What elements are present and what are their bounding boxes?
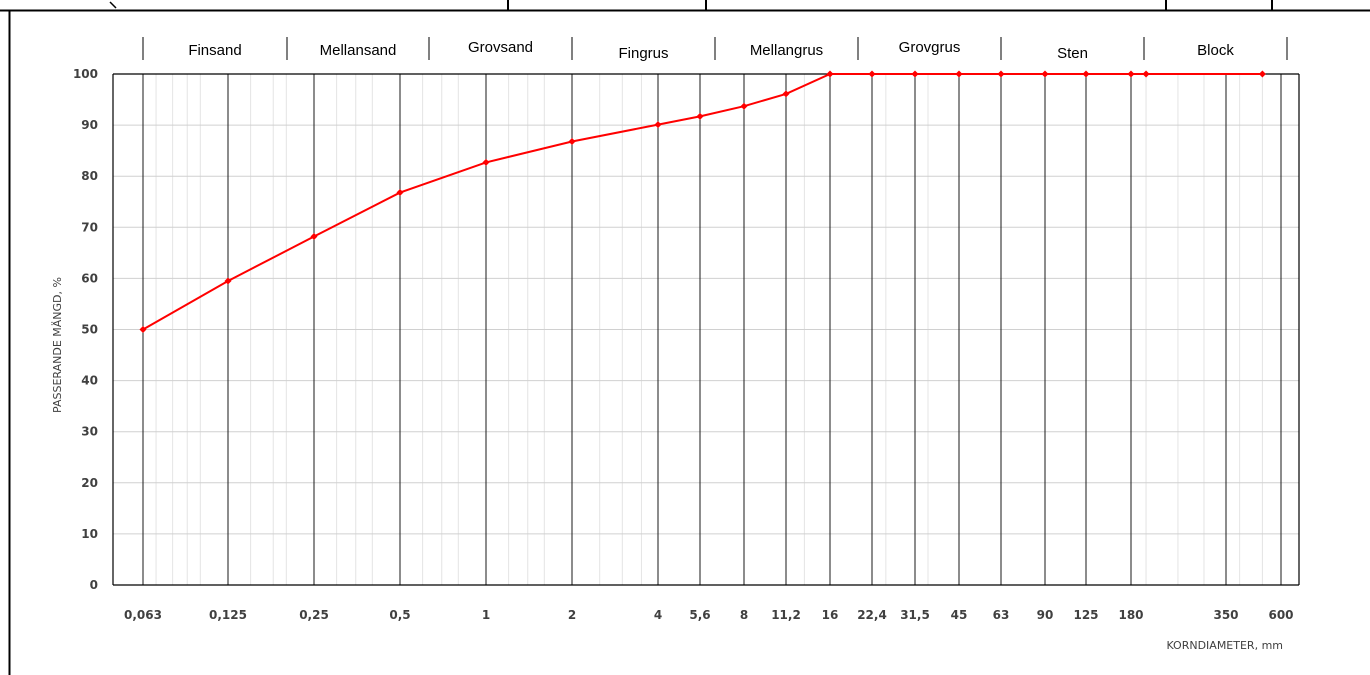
fraction-band-separators [142,37,1288,60]
y-tick-label: 0 [90,578,98,592]
y-tick-label: 80 [81,169,98,183]
x-tick-label: 0,063 [124,608,162,622]
data-point [1142,70,1150,78]
data-point [1127,70,1135,78]
data-point [396,189,404,197]
fraction-band-label: Fingrus [618,45,668,62]
data-point [139,326,147,333]
y-tick-label: 20 [81,476,98,490]
x-tick-label: 125 [1073,608,1098,622]
fraction-band-label: Block [1197,42,1234,59]
x-tick-label: 0,25 [299,608,329,622]
fraction-band-label: Sten [1057,45,1088,62]
x-tick-label: 90 [1037,608,1054,622]
data-point [826,70,834,78]
data-point [911,70,919,78]
x-tick-label: 5,6 [689,608,710,622]
y-tick-label: 90 [81,118,98,132]
data-point [1041,70,1049,78]
x-tick-label: 45 [951,608,968,622]
data-point [568,137,576,145]
data-point [997,70,1005,78]
x-tick-label: 11,2 [771,608,801,622]
x-tick-labels: 0,063 0,125 0,25 0,5 1 2 4 5,6 8 11,2 16 22,4 31,5 45… [124,608,1294,622]
x-tick-label: 8 [740,608,748,622]
y-tick-label: 100 [73,67,98,81]
data-point [740,102,748,110]
fraction-band-label: Finsand [188,42,241,59]
data-point [1082,70,1090,78]
x-tick-label: 0,125 [209,608,247,622]
fraction-band-label: Grovsand [468,39,533,56]
data-point [696,112,704,120]
x-tick-label: 0,5 [389,608,410,622]
series-line [142,73,1263,331]
y-axis-title: PASSERANDE MÄNGD, % [51,277,64,413]
data-point [482,158,490,166]
passing-curve-series [139,70,1266,333]
y-tick-label: 40 [81,374,98,388]
data-point [654,121,662,129]
data-point [782,90,790,98]
data-point [1258,70,1266,78]
data-point [955,70,963,78]
fraction-band-label: Mellangrus [750,42,823,59]
data-point [868,70,876,78]
x-tick-label: 350 [1213,608,1238,622]
y-tick-label: 50 [81,323,98,337]
x-tick-label: 180 [1118,608,1143,622]
y-tick-label: 10 [81,527,98,541]
y-tick-label: 60 [81,271,98,285]
y-tick-label: 30 [81,425,98,439]
x-tick-label: 1 [482,608,490,622]
fraction-band-label: Grovgrus [899,39,961,56]
fraction-band-label: Mellansand [320,42,397,59]
x-tick-label: 4 [654,608,662,622]
x-tick-label: 16 [822,608,839,622]
data-point [224,277,232,285]
data-point [310,232,318,240]
y-tick-labels: 0 10 20 30 40 50 60 70 80 90 100 [73,67,98,592]
major-vertical-gridlines [142,74,1282,585]
x-tick-label: 63 [993,608,1010,622]
x-tick-label: 2 [568,608,576,622]
x-tick-label: 600 [1268,608,1293,622]
x-tick-label: 31,5 [900,608,930,622]
fraction-band-labels: Finsand Mellansand Grovsand Fingrus Mellangr… [188,39,1234,62]
x-tick-label: 22,4 [857,608,887,622]
x-axis-title: KORNDIAMETER, mm [1166,639,1283,652]
y-tick-label: 70 [81,220,98,234]
horizontal-gridlines [113,73,1299,586]
